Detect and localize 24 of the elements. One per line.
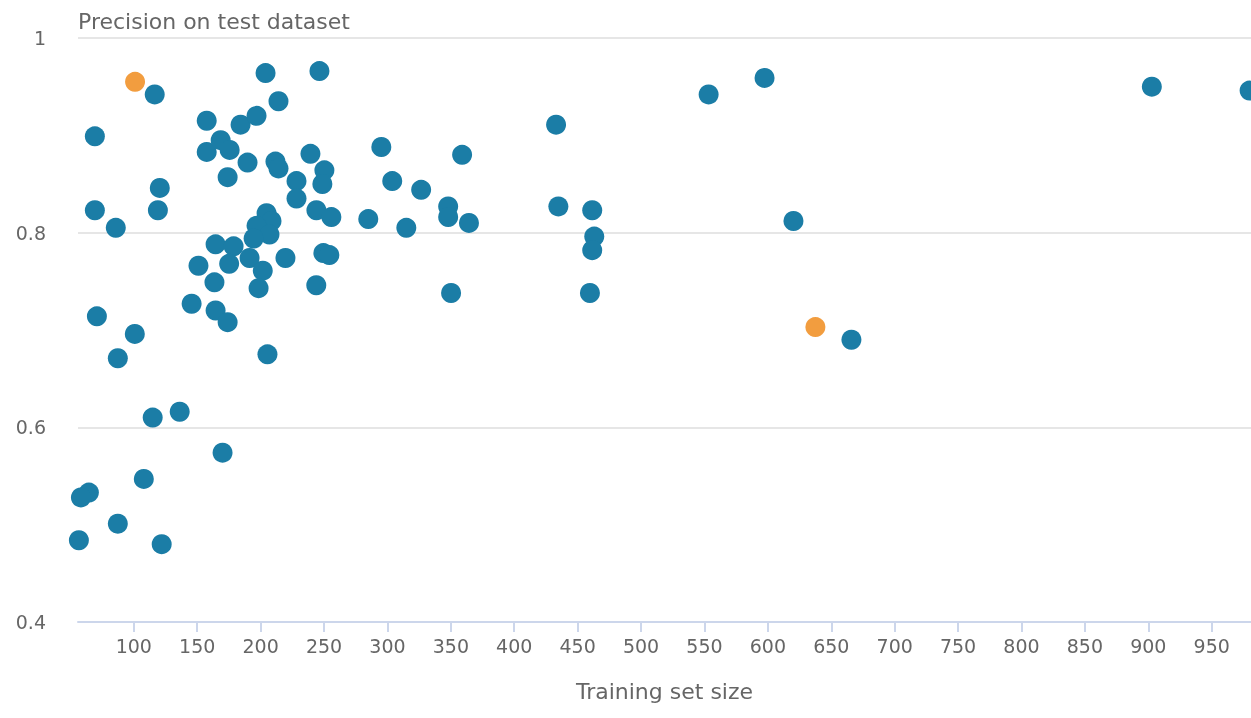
x-tick-label: 750 xyxy=(939,634,977,657)
x-tick-label: 950 xyxy=(1193,634,1230,657)
x-tick-label: 300 xyxy=(369,634,406,657)
x-tick-label: 600 xyxy=(749,634,786,657)
x-tick-label: 500 xyxy=(622,634,660,657)
y-tick-label: 0.8 xyxy=(15,221,46,244)
x-tick-label: 550 xyxy=(686,634,723,657)
x-tick-label: 700 xyxy=(876,634,913,657)
x-tick-label: 100 xyxy=(115,634,152,657)
x-tick-label: 350 xyxy=(432,634,469,657)
x-axis-title: Training set size xyxy=(574,678,754,704)
x-tick-label: 450 xyxy=(559,634,596,657)
x-tick-label: 650 xyxy=(813,634,850,657)
x-tick-label: 900 xyxy=(1130,634,1167,657)
x-tick-label: 800 xyxy=(1003,634,1040,657)
x-tick-label: 250 xyxy=(305,634,343,657)
y-tick-label: 1 xyxy=(33,27,46,49)
x-tick-label: 400 xyxy=(496,634,533,657)
y-axis-title: Precision on test dataset xyxy=(78,8,351,34)
y-tick-label: 0.4 xyxy=(15,611,46,633)
x-tick-label: 150 xyxy=(179,634,216,657)
y-tick-label: 0.6 xyxy=(15,416,46,439)
x-tick-label: 850 xyxy=(1066,634,1104,657)
x-tick-label: 200 xyxy=(242,634,279,657)
